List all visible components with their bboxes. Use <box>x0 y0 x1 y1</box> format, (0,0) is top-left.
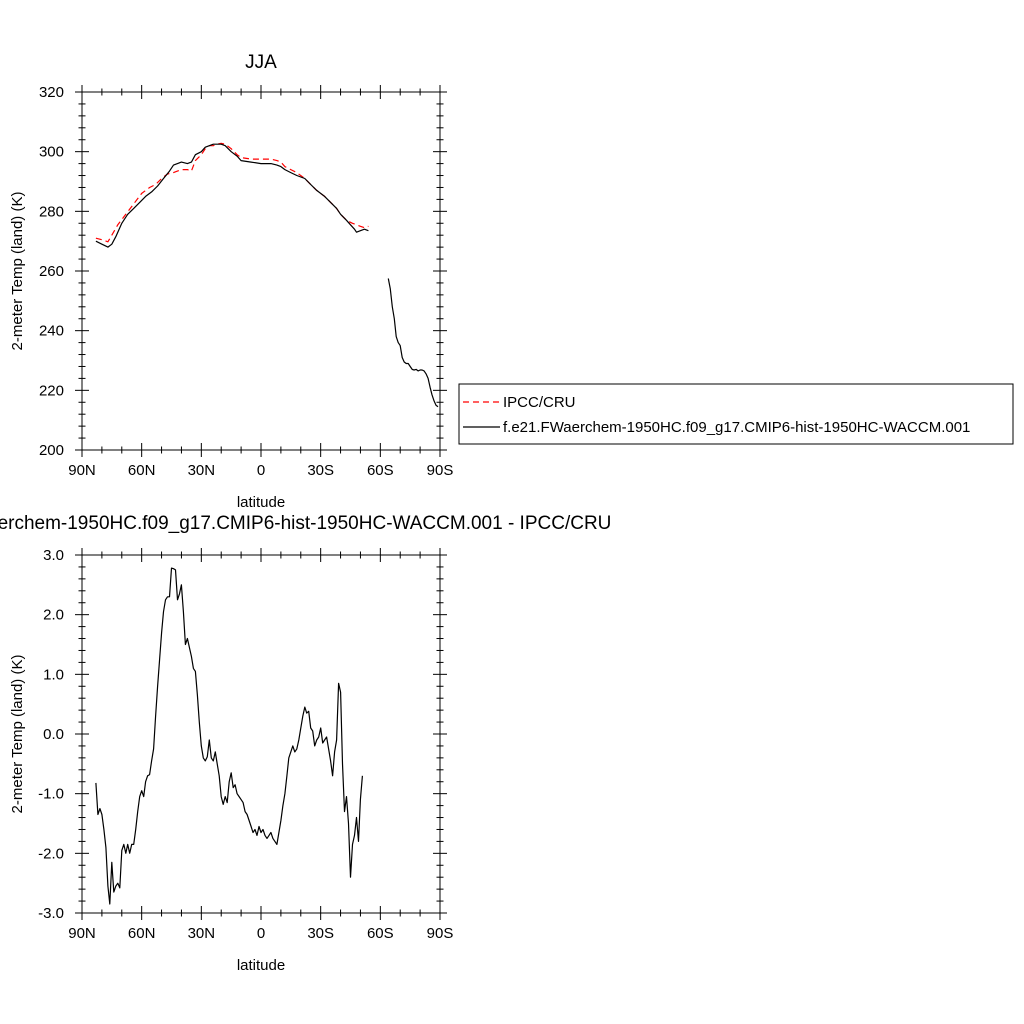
top-series-line-1-seg0 <box>95 143 369 248</box>
bottom-y-tick-label: -1.0 <box>38 786 64 803</box>
top-panel: JJA 2-meter Temp (land) (K) latitude 90N… <box>9 52 453 511</box>
bottom-x-tick-label: 30N <box>188 925 216 942</box>
bottom-y-tick-label: 3.0 <box>43 547 64 564</box>
top-x-tick-label: 90N <box>68 462 96 479</box>
legend: IPCC/CRU f.e21.FWaerchem-1950HC.f09_g17.… <box>458 383 1014 445</box>
top-x-axis-label: latitude <box>237 494 285 511</box>
bottom-x-tick-label: 90N <box>68 925 96 942</box>
bottom-x-tick-label: 30S <box>307 925 334 942</box>
top-y-tick-label: 200 <box>39 442 64 459</box>
bottom-y-tick-label: 0.0 <box>43 726 64 743</box>
top-x-tick-label: 30N <box>188 462 216 479</box>
top-plot-series <box>95 142 439 408</box>
bottom-chart-title: f.e21.FWaerchem-1950HC.f09_g17.CMIP6-his… <box>0 513 611 534</box>
top-series-line-1-seg1 <box>387 278 439 408</box>
bottom-x-tick-label: 90S <box>427 925 454 942</box>
bottom-y-tick-label: -2.0 <box>38 845 64 862</box>
bottom-y-axis-label: 2-meter Temp (land) (K) <box>9 655 26 814</box>
top-y-tick-label: 280 <box>39 203 64 220</box>
bottom-series-line-0 <box>95 567 363 905</box>
bottom-y-tick-label: -3.0 <box>38 905 64 922</box>
bottom-y-tick-label: 2.0 <box>43 607 64 624</box>
top-y-tick-label: 320 <box>39 84 64 101</box>
top-series-line-0 <box>95 142 369 243</box>
top-x-tick-label: 90S <box>427 462 454 479</box>
bottom-plot-frame <box>81 554 441 914</box>
top-x-tick-label: 60N <box>128 462 156 479</box>
top-y-axis-label: 2-meter Temp (land) (K) <box>9 192 26 351</box>
top-x-tick-label: 30S <box>307 462 334 479</box>
bottom-x-tick-label: 0 <box>257 925 265 942</box>
legend-label-model: f.e21.FWaerchem-1950HC.f09_g17.CMIP6-his… <box>503 419 970 436</box>
legend-box <box>458 383 1014 445</box>
top-x-tick-label: 60S <box>367 462 394 479</box>
bottom-axis-tick-labels: 90N 60N 30N 0 30S 60S 90S -3.0 -2.0 -1.0 0.0 1.0 2.0… <box>38 547 453 942</box>
top-axis-ticks <box>75 85 447 457</box>
top-y-tick-label: 300 <box>39 144 64 161</box>
top-y-tick-label: 220 <box>39 382 64 399</box>
bottom-plot-series <box>95 567 363 905</box>
legend-label-ipcc: IPCC/CRU <box>503 394 576 411</box>
bottom-x-tick-label: 60S <box>367 925 394 942</box>
top-y-tick-label: 240 <box>39 323 64 340</box>
bottom-x-tick-label: 60N <box>128 925 156 942</box>
bottom-panel: f.e21.FWaerchem-1950HC.f09_g17.CMIP6-his… <box>0 513 611 974</box>
top-y-tick-label: 260 <box>39 263 64 280</box>
top-x-tick-label: 0 <box>257 462 265 479</box>
top-chart-title: JJA <box>245 52 277 73</box>
bottom-y-tick-label: 1.0 <box>43 666 64 683</box>
top-plot-frame <box>81 91 441 451</box>
top-axis-tick-labels: 90N 60N 30N 0 30S 60S 90S 200 220 240 260 280 300 320 <box>39 84 453 479</box>
bottom-axis-ticks <box>75 548 447 920</box>
bottom-x-axis-label: latitude <box>237 957 285 974</box>
